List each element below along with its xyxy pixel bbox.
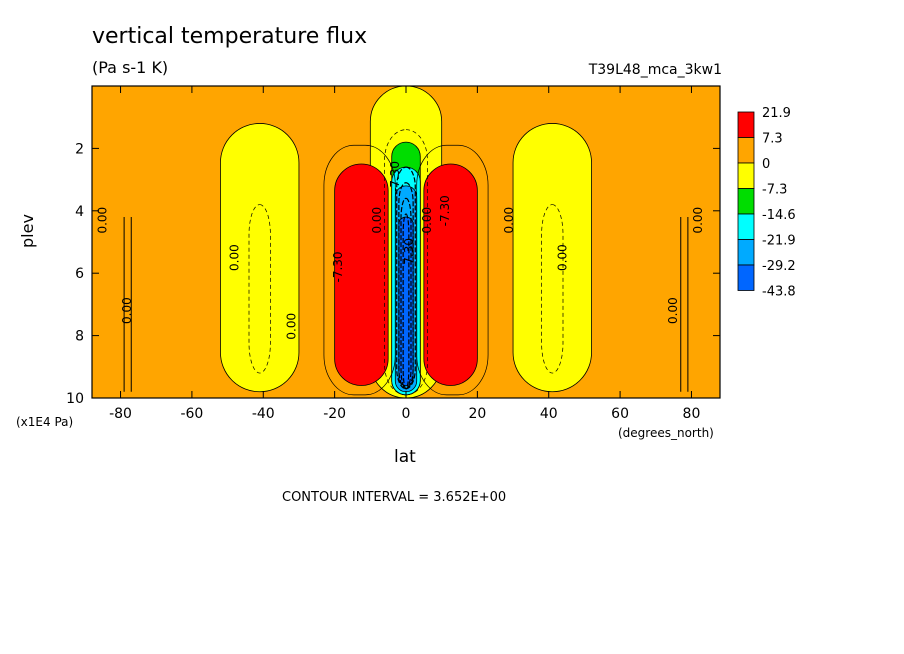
contour-line-dashed-1 — [541, 204, 564, 374]
colorbar-swatch-1 — [737, 137, 755, 164]
contour-label-3: 0.00 — [284, 313, 298, 340]
contour-region-5 — [423, 163, 478, 386]
colorbar-label-4: -14.6 — [762, 208, 796, 223]
contour-region-1 — [220, 123, 300, 393]
x-axis-unit: (degrees_north) — [618, 426, 714, 440]
x-tick-label-8: 80 — [683, 406, 701, 422]
y-tick-label-2: 6 — [75, 266, 84, 282]
contour-label-1: 0.00 — [120, 297, 134, 324]
x-tick-label-1: -60 — [180, 406, 203, 422]
colorbar-label-5: -21.9 — [762, 234, 796, 249]
contour-label-10: 0.00 — [502, 207, 516, 234]
contour-label-8: 0.00 — [420, 207, 434, 234]
contour-label-13: 0.00 — [691, 207, 705, 234]
contour-region-2 — [512, 123, 592, 393]
y-tick-label-0: 2 — [75, 141, 84, 157]
colorbar-label-0: 21.9 — [762, 106, 791, 121]
contour-label-5: 0.00 — [370, 207, 384, 234]
contour-label-7: 7.30 — [402, 238, 416, 265]
contour-line-outer-1 — [416, 144, 489, 396]
y-tick-label-3: 8 — [75, 329, 84, 345]
colorbar-swatch-6 — [737, 264, 755, 291]
x-tick-label-4: 0 — [402, 406, 411, 422]
y-tick-label-1: 4 — [75, 204, 84, 220]
x-tick-label-5: 20 — [468, 406, 486, 422]
contour-region-4 — [334, 163, 389, 386]
x-tick-label-3: -20 — [323, 406, 346, 422]
colorbar-label-7: -43.8 — [762, 285, 796, 300]
chart-title: vertical temperature flux — [92, 24, 368, 49]
contour-label-2: 0.00 — [227, 244, 241, 271]
colorbar-label-1: 7.3 — [762, 132, 783, 147]
contour-label-12: 0.00 — [666, 297, 680, 324]
contour-line-dashed-0 — [248, 204, 271, 374]
contour-label-11: 0.00 — [556, 244, 570, 271]
contour-label-0: 0.00 — [95, 207, 109, 234]
x-tick-label-0: -80 — [109, 406, 132, 422]
x-tick-label-6: 40 — [540, 406, 558, 422]
contour-interval-label: CONTOUR INTERVAL = 3.652E+00 — [282, 490, 507, 505]
contour-label-9: -7.30 — [438, 195, 452, 226]
colorbar-label-2: 0 — [762, 157, 770, 172]
contour-label-4: -7.30 — [331, 251, 345, 282]
y-tick-label-4: 10 — [66, 391, 84, 407]
colorbar-swatch-4 — [737, 213, 755, 240]
colorbar-swatch-3 — [737, 188, 755, 215]
colorbar-swatch-5 — [737, 239, 755, 266]
y-axis-label: plev — [18, 214, 37, 248]
contour-label-6: -7.30 — [388, 161, 402, 192]
colorbar-swatch-0 — [737, 111, 755, 138]
x-axis-label: lat — [394, 447, 416, 467]
x-tick-label-7: 60 — [611, 406, 629, 422]
y-axis-unit: (x1E4 Pa) — [16, 415, 74, 429]
contour-line-dashed-2 — [384, 129, 428, 396]
run-id-label: T39L48_mca_3kw1 — [588, 62, 722, 78]
colorbar-label-3: -7.3 — [762, 183, 787, 198]
contour-line-core-3 — [402, 213, 410, 390]
colorbar-label-6: -29.2 — [762, 259, 796, 274]
chart-units: (Pa s-1 K) — [92, 58, 169, 77]
colorbar-swatch-2 — [737, 162, 755, 189]
x-tick-label-2: -40 — [252, 406, 275, 422]
contour-line-outer-0 — [323, 144, 396, 396]
